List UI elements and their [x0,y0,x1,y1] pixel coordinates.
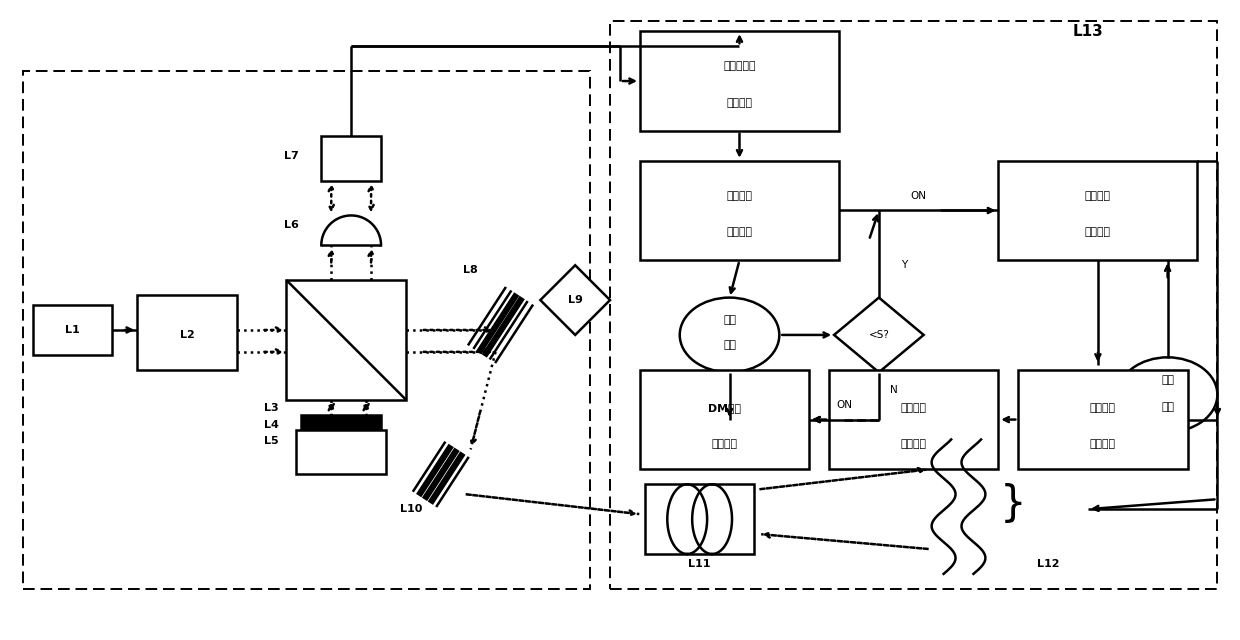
Bar [32,305,112,355]
Text: L5: L5 [264,436,279,447]
Polygon shape [835,298,924,372]
Text: 校正模块: 校正模块 [1085,227,1111,237]
Text: 干涉图匹配: 干涉图匹配 [723,61,755,71]
Text: 追迹模块: 追迹模块 [900,440,926,449]
Text: 误差: 误差 [723,340,737,350]
Bar [301,415,381,429]
Ellipse shape [680,298,779,372]
Text: 面形: 面形 [1161,375,1174,385]
Text: L3: L3 [264,403,279,413]
Text: L13: L13 [1073,24,1104,39]
Text: 拟合模块: 拟合模块 [727,227,753,237]
Text: 被测波前: 被测波前 [727,191,753,200]
Text: 调整: 调整 [723,315,737,325]
Text: 回程误差: 回程误差 [1085,191,1111,200]
Bar [640,31,839,131]
Text: L2: L2 [180,330,195,340]
Text: 误差: 误差 [1161,402,1174,412]
Text: L7: L7 [284,150,299,161]
Bar [1018,370,1188,469]
Text: L10: L10 [399,504,422,514]
Bar [998,161,1198,260]
Text: 理论面形: 理论面形 [1090,403,1116,413]
Text: L8: L8 [464,265,479,275]
Text: N: N [890,385,898,395]
Text: Y: Y [900,260,906,270]
Ellipse shape [1117,357,1218,432]
Bar [645,484,754,554]
Text: 处理模块: 处理模块 [727,98,753,108]
Text: }: } [999,483,1027,525]
Text: L11: L11 [688,559,711,569]
Text: 分解模块: 分解模块 [1090,440,1116,449]
Text: DM形变: DM形变 [708,403,742,413]
Text: <S?: <S? [868,330,889,340]
Text: L4: L4 [264,420,279,429]
Text: L9: L9 [568,295,583,305]
Text: 系统光线: 系统光线 [900,403,926,413]
Text: L1: L1 [64,325,79,335]
Bar [321,136,381,180]
Text: L12: L12 [1037,559,1059,569]
Bar [22,71,590,589]
Bar [296,429,386,474]
Bar [640,370,810,469]
Text: ON: ON [836,399,852,410]
Bar [640,161,839,260]
Bar [138,295,237,370]
Bar [610,21,1218,589]
Bar [830,370,998,469]
Text: 控制模块: 控制模块 [712,440,738,449]
Polygon shape [541,265,610,335]
Bar [286,280,405,399]
Text: L6: L6 [284,220,299,230]
Text: ON: ON [910,191,926,200]
